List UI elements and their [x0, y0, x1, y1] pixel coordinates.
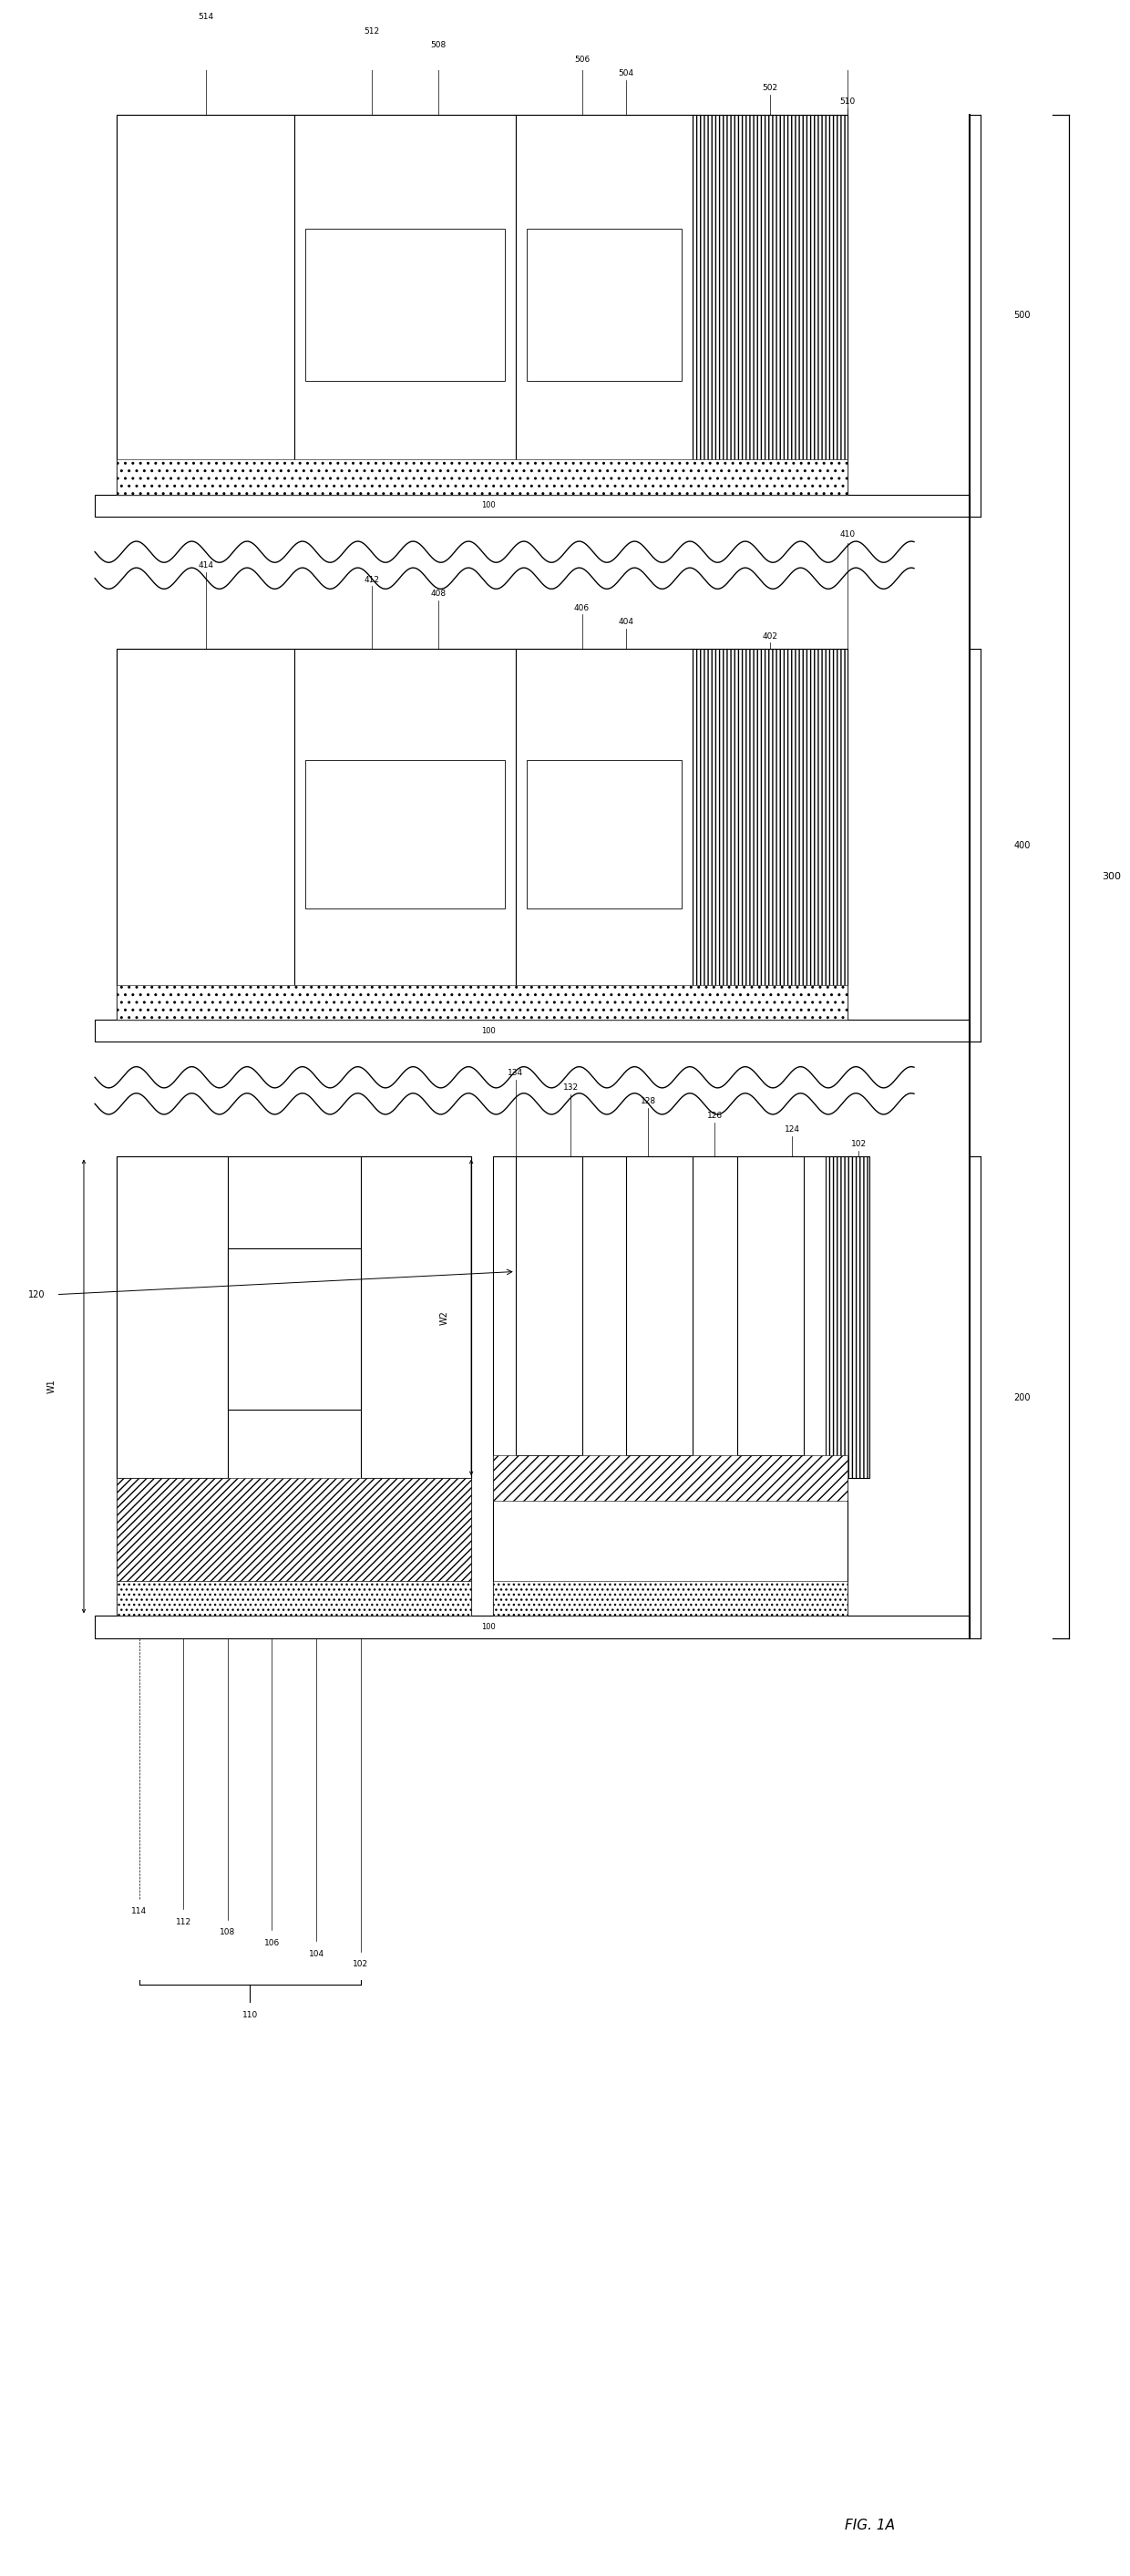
Text: 514: 514	[198, 13, 214, 21]
Bar	[515, 649, 693, 1020]
Text: 112: 112	[175, 1919, 191, 1927]
Text: 504: 504	[618, 70, 634, 77]
Text: 510: 510	[840, 98, 855, 106]
Text: 502: 502	[763, 82, 777, 93]
Text: 102: 102	[353, 1960, 368, 1968]
Bar	[305, 229, 504, 381]
Bar	[826, 1157, 870, 1479]
Text: 414: 414	[198, 562, 214, 569]
Bar	[118, 1157, 471, 1615]
Text: 100: 100	[481, 502, 496, 510]
Bar	[118, 649, 848, 1020]
Text: 106: 106	[264, 1940, 280, 1947]
Bar	[228, 1249, 360, 1409]
Bar	[118, 984, 848, 1020]
Text: 512: 512	[364, 28, 380, 36]
Text: 110: 110	[242, 2012, 258, 2020]
Text: 100: 100	[481, 1623, 496, 1631]
Bar	[693, 116, 848, 495]
Bar	[95, 1615, 970, 1638]
Bar	[626, 1157, 693, 1455]
Bar	[360, 1157, 471, 1479]
Bar	[515, 1157, 582, 1455]
Text: 400: 400	[1014, 840, 1031, 850]
Text: W1: W1	[47, 1378, 57, 1394]
Text: 404: 404	[618, 618, 634, 626]
Bar	[294, 116, 515, 495]
Text: 500: 500	[1014, 312, 1031, 319]
Bar	[737, 1157, 803, 1455]
Text: 114: 114	[131, 1906, 147, 1917]
Text: 408: 408	[431, 590, 446, 598]
Bar	[494, 1157, 848, 1615]
Bar	[118, 116, 848, 495]
Text: 410: 410	[840, 531, 855, 538]
Bar	[118, 1479, 471, 1582]
Text: 132: 132	[563, 1084, 579, 1092]
Bar	[118, 649, 294, 1020]
Bar	[118, 459, 848, 495]
Text: 402: 402	[763, 631, 777, 641]
Text: 128: 128	[641, 1097, 657, 1105]
Text: 100: 100	[481, 1028, 496, 1036]
Text: 406: 406	[574, 603, 590, 613]
Bar	[515, 116, 693, 495]
Text: 102: 102	[851, 1139, 867, 1149]
Text: 412: 412	[364, 574, 380, 585]
Bar	[693, 649, 848, 1020]
Text: W2: W2	[440, 1311, 449, 1324]
Text: FIG. 1A: FIG. 1A	[845, 2519, 895, 2532]
Bar	[118, 1157, 228, 1479]
Bar	[494, 1455, 848, 1502]
Text: 506: 506	[574, 54, 590, 64]
Bar	[305, 760, 504, 909]
Bar	[95, 1020, 970, 1041]
Bar	[494, 1582, 848, 1615]
Text: 104: 104	[308, 1950, 324, 1958]
Text: 126: 126	[707, 1110, 722, 1121]
Text: 508: 508	[431, 41, 446, 49]
Bar	[118, 116, 294, 495]
Text: 108: 108	[220, 1929, 235, 1937]
Text: 120: 120	[28, 1291, 45, 1298]
Text: 300: 300	[1102, 871, 1121, 881]
Bar	[95, 495, 970, 518]
Bar	[527, 760, 681, 909]
Bar	[294, 649, 515, 1020]
Bar	[118, 1582, 471, 1615]
Text: 124: 124	[784, 1126, 800, 1133]
Bar	[527, 229, 681, 381]
Text: 134: 134	[507, 1069, 523, 1077]
Text: 200: 200	[1014, 1394, 1031, 1401]
